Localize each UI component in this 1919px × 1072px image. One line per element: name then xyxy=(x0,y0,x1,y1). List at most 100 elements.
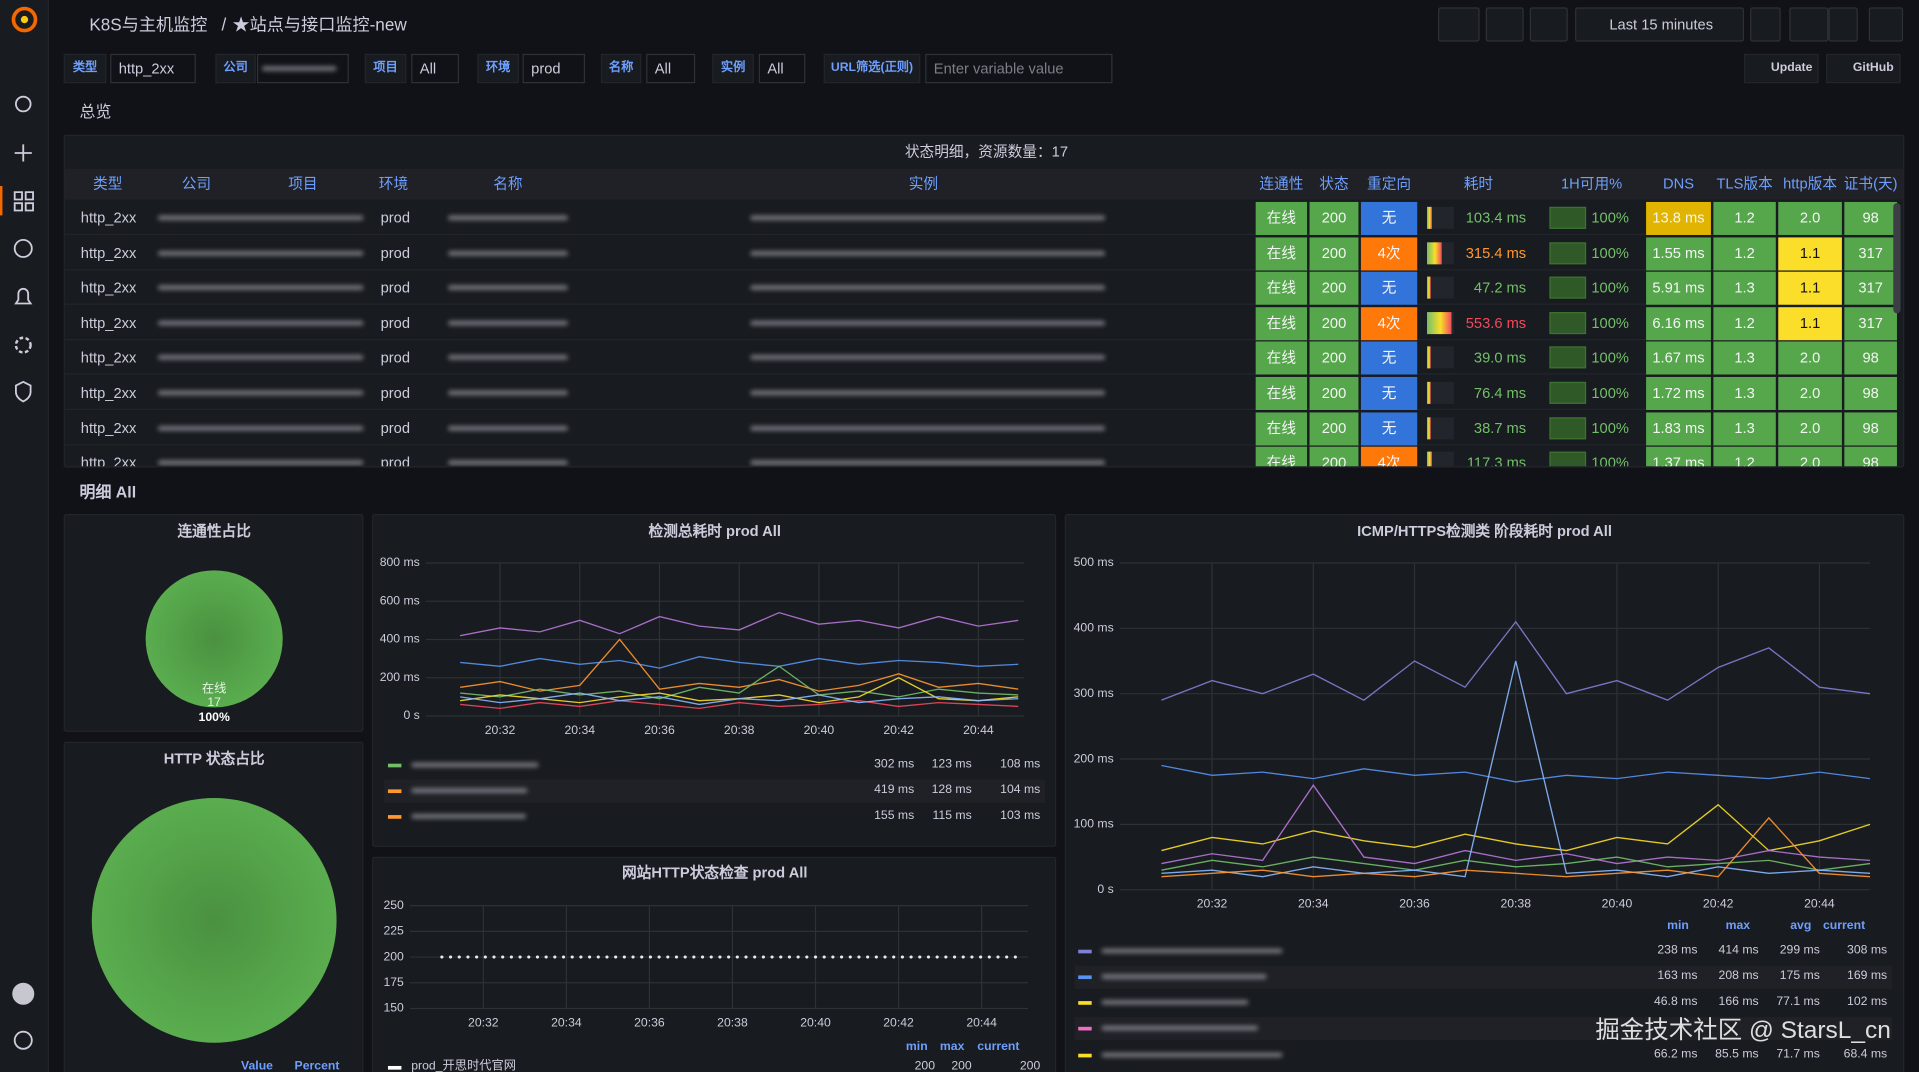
cell-text: 317 xyxy=(1858,279,1883,297)
variable-input[interactable] xyxy=(925,53,1113,84)
time-range[interactable]: Last 15 minutes xyxy=(1609,15,1714,34)
column-header[interactable]: 状态 xyxy=(1319,175,1349,193)
toolbar-button[interactable] xyxy=(1868,7,1904,42)
column-header[interactable]: 耗时 xyxy=(1463,175,1494,193)
column-header[interactable]: 名称 xyxy=(493,175,523,193)
settings-icon[interactable] xyxy=(14,336,32,354)
column-header[interactable]: 环境 xyxy=(378,175,409,193)
panel-title: 检测总耗时 prod All xyxy=(648,522,781,540)
column-header[interactable]: 证书(天) xyxy=(1843,175,1898,193)
variable-input[interactable] xyxy=(411,53,459,84)
series-line xyxy=(1161,660,1871,878)
sidebar xyxy=(0,0,49,1072)
search-icon[interactable] xyxy=(14,95,32,113)
blurred-text xyxy=(447,215,568,221)
table-header xyxy=(64,168,1904,200)
x-tick-label: 20:40 xyxy=(1602,897,1633,911)
table-row xyxy=(64,271,1894,305)
column-header[interactable]: TLS版本 xyxy=(1716,175,1773,193)
toolbar-button[interactable] xyxy=(1789,7,1829,42)
blurred-text xyxy=(447,285,568,291)
legend-header[interactable]: current xyxy=(977,1040,1020,1054)
toolbar-button[interactable] xyxy=(1828,7,1858,42)
status-cell xyxy=(1646,306,1711,340)
variable-value[interactable]: All xyxy=(419,59,437,78)
legend-stat: 299 ms xyxy=(1779,943,1820,958)
column-header[interactable]: DNS xyxy=(1663,175,1695,193)
cell-text: 4次 xyxy=(1377,454,1401,468)
variable-input[interactable] xyxy=(646,53,696,84)
link-button[interactable] xyxy=(1825,53,1901,84)
row-title[interactable]: 明细 All xyxy=(79,482,137,502)
legend-header[interactable]: min xyxy=(905,1040,928,1054)
legend-stat: 169 ms xyxy=(1847,969,1888,983)
shield-icon[interactable] xyxy=(14,380,32,403)
add-icon[interactable] xyxy=(14,144,32,162)
cell-text: 在线 xyxy=(1266,454,1297,468)
x-tick-label: 20:42 xyxy=(1703,897,1734,911)
series-line xyxy=(460,699,1019,710)
toolbar-button[interactable] xyxy=(1529,7,1568,42)
status-cell xyxy=(1309,376,1359,410)
dashboard-title[interactable]: ★站点与接口监控-new xyxy=(232,14,407,35)
link-label[interactable]: GitHub xyxy=(1852,61,1894,75)
toolbar-button[interactable] xyxy=(1438,7,1480,42)
legend-row-bg xyxy=(384,779,1046,803)
legend-stat: 71.7 ms xyxy=(1776,1047,1820,1062)
status-cell xyxy=(1844,201,1897,235)
status-cell xyxy=(1713,341,1776,375)
blurred-text xyxy=(157,285,364,291)
cell-text: 无 xyxy=(1381,419,1397,437)
legend-header[interactable]: avg xyxy=(1790,919,1812,933)
panel-title: 网站HTTP状态检查 prod All xyxy=(621,864,808,882)
alert-icon[interactable] xyxy=(14,287,33,305)
breadcrumb[interactable]: K8S与主机监控 xyxy=(89,14,208,35)
legend-header[interactable]: max xyxy=(939,1040,965,1054)
legend-header[interactable]: current xyxy=(1822,919,1866,933)
status-cell xyxy=(1309,236,1359,270)
legend-header[interactable]: min xyxy=(1667,919,1689,933)
column-header[interactable]: 1H可用% xyxy=(1561,175,1623,193)
gauge-track xyxy=(1427,381,1454,404)
row-title[interactable]: 总览 xyxy=(79,102,112,121)
column-header[interactable]: http版本 xyxy=(1783,175,1838,193)
status-cell xyxy=(1844,376,1897,410)
variable-value[interactable]: prod xyxy=(531,59,561,78)
variable-input[interactable] xyxy=(758,53,806,84)
cell-text: 98 xyxy=(1862,209,1879,227)
dashboards-icon[interactable] xyxy=(13,191,34,212)
link-label[interactable]: Update xyxy=(1770,61,1813,75)
link-button[interactable] xyxy=(1743,53,1819,84)
toolbar-button[interactable] xyxy=(1575,7,1744,42)
logo[interactable] xyxy=(11,6,38,33)
variable-placeholder: Enter variable value xyxy=(933,59,1064,78)
cell-text: 98 xyxy=(1862,384,1879,402)
blurred-text xyxy=(447,460,568,466)
column-header[interactable]: 项目 xyxy=(288,175,318,193)
status-cell xyxy=(1309,201,1359,235)
toolbar-button[interactable] xyxy=(1750,7,1781,42)
column-header[interactable]: 重定向 xyxy=(1367,175,1412,193)
cell-text: 100% xyxy=(1591,349,1629,367)
variable-value[interactable]: All xyxy=(654,59,672,78)
legend-stat: 77.1 ms xyxy=(1776,994,1820,1009)
variable-input[interactable] xyxy=(522,53,586,84)
gauge-track xyxy=(1427,206,1454,229)
column-header[interactable]: 类型 xyxy=(93,175,123,193)
cell-text: 1.72 ms xyxy=(1652,384,1705,402)
variable-input[interactable] xyxy=(110,53,196,84)
column-header[interactable]: 连通性 xyxy=(1259,175,1304,193)
help-icon[interactable] xyxy=(13,1030,33,1050)
variable-value[interactable]: http_2xx xyxy=(118,59,175,78)
column-header[interactable]: 实例 xyxy=(908,175,939,193)
toolbar-button[interactable] xyxy=(1485,7,1524,42)
legend-stat: 102 ms xyxy=(1847,994,1888,1009)
table-row xyxy=(64,201,1894,235)
avatar[interactable] xyxy=(12,982,35,1005)
cell-text: 1.55 ms xyxy=(1652,244,1705,262)
variable-value[interactable]: All xyxy=(767,59,784,78)
legend-header[interactable]: max xyxy=(1725,919,1751,933)
table-panel: 状态明细，资源数量：17 类型 公司 项目 环境 名称 实例 连通性 状态 重定向 耗时 1H可用% D… xyxy=(63,134,1905,468)
column-header[interactable]: 公司 xyxy=(181,175,212,193)
explore-icon[interactable] xyxy=(13,238,33,258)
